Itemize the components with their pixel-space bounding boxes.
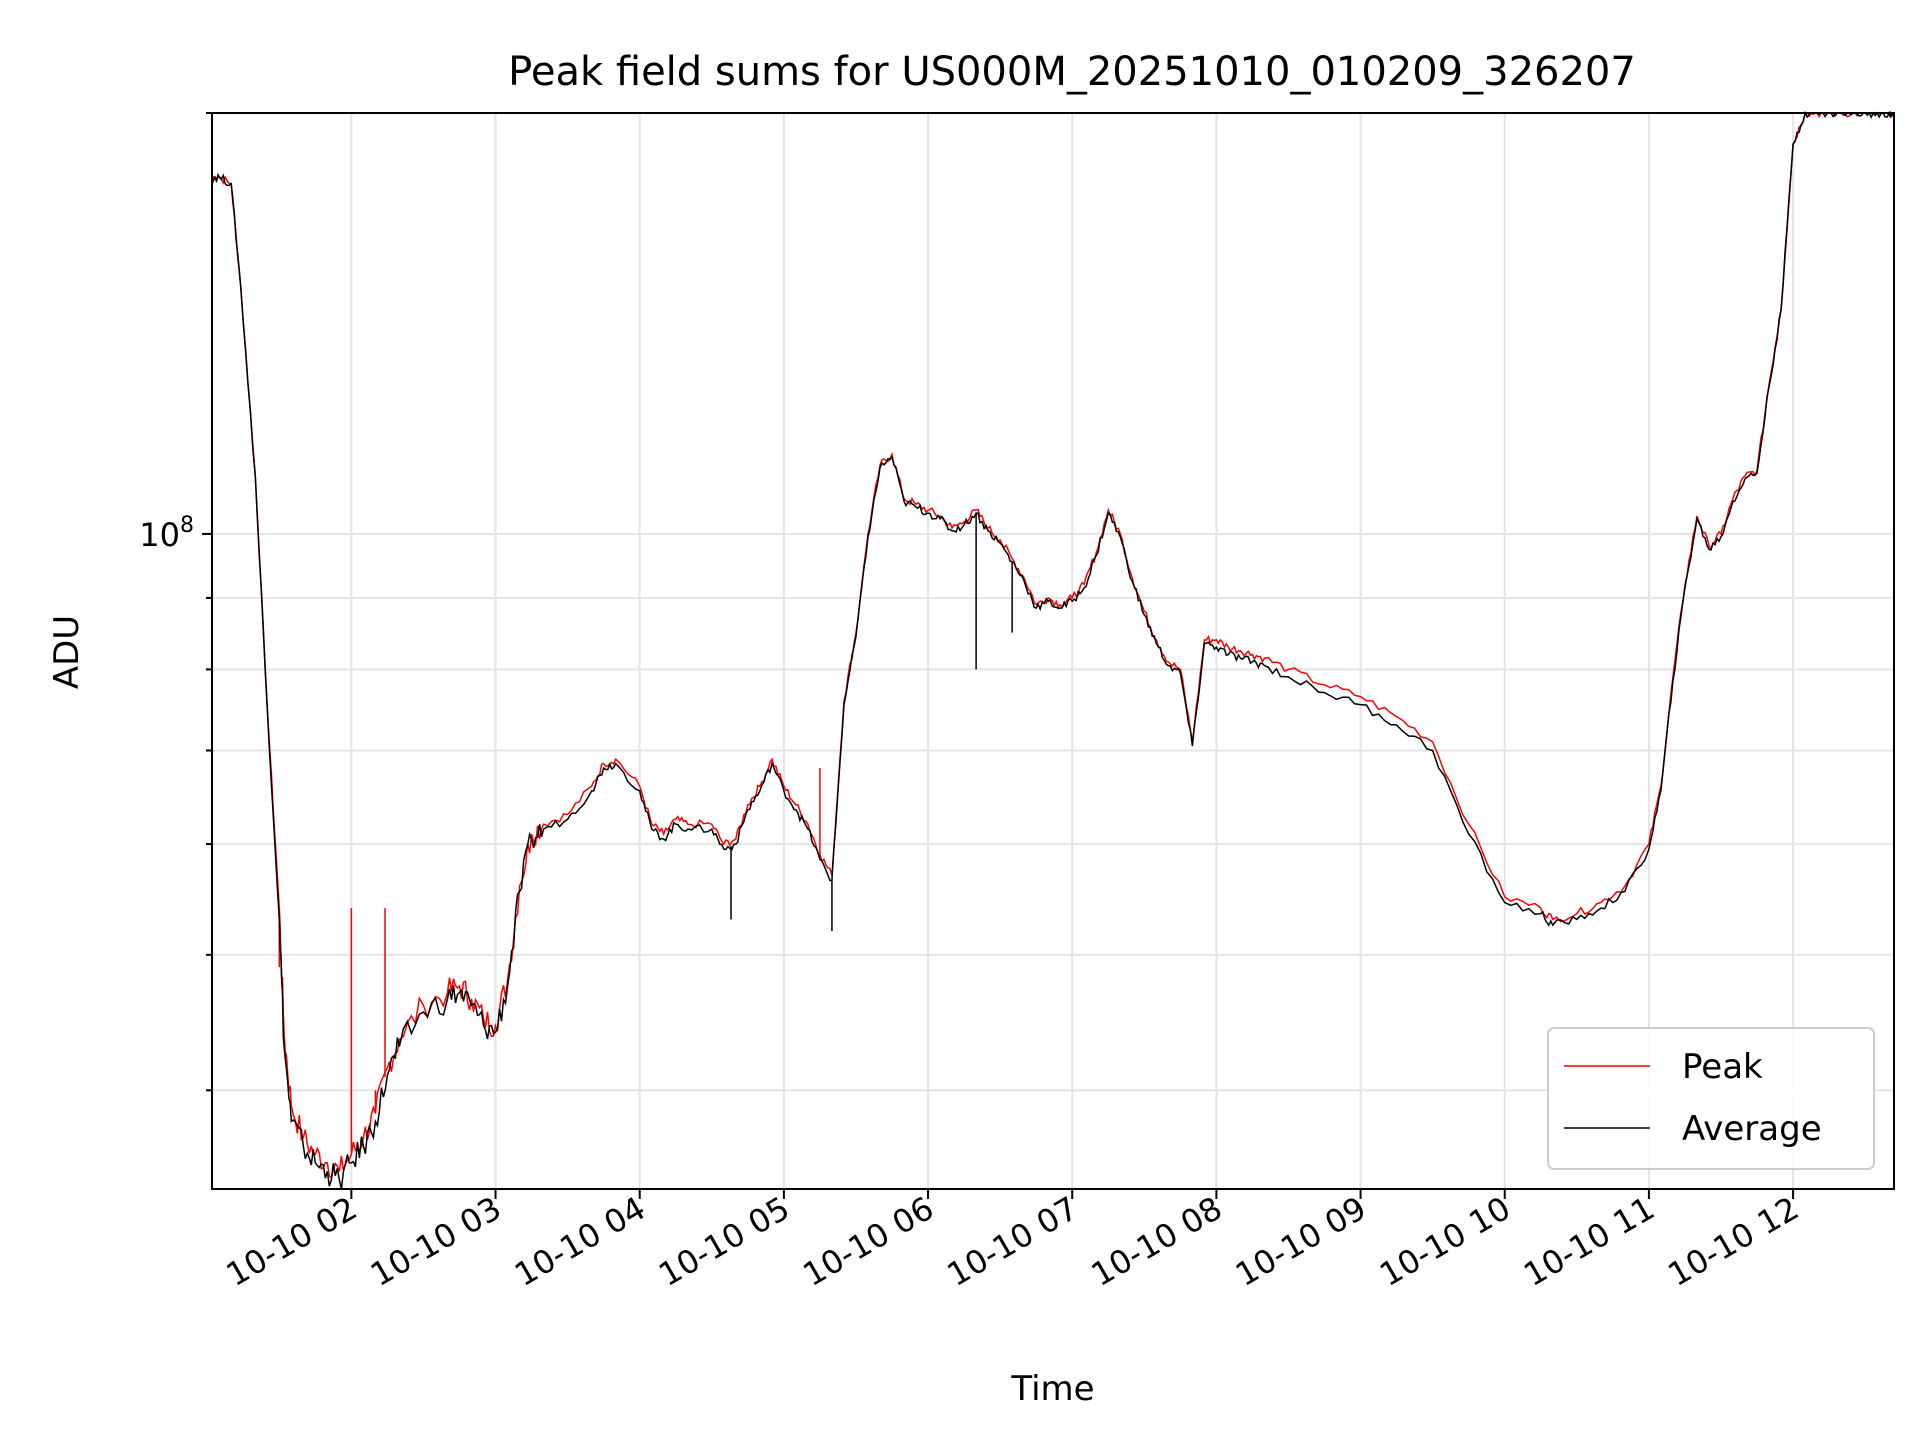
series-line [211, 110, 1894, 1190]
plot-frame [211, 112, 1895, 1190]
x-tick-label: 10-10 07 [941, 1189, 1085, 1294]
y-axis-label: ADU [47, 615, 87, 689]
x-axis: 10-10 02 10-10 03 10-10 04 10-10 05 10-10 06… [220, 1189, 1805, 1294]
x-tick-label: 10-10 10 [1373, 1189, 1517, 1294]
x-tick-label: 10-10 05 [652, 1189, 796, 1294]
grid [212, 112, 1894, 1189]
series-peak [211, 111, 1894, 1181]
x-axis-label: Time [1010, 1369, 1094, 1409]
x-tick-label: 10-10 02 [220, 1189, 364, 1294]
x-tick-label: 10-10 03 [364, 1189, 508, 1294]
x-tick-label: 10-10 04 [508, 1189, 652, 1294]
x-tick-label: 10-10 06 [796, 1189, 940, 1294]
legend-box [1547, 1027, 1875, 1170]
x-tick-label: 10-10 12 [1661, 1189, 1805, 1294]
chart-title: Peak field sums for US000M_20251010_0102… [508, 49, 1636, 95]
x-tick-label: 10-10 09 [1229, 1189, 1373, 1294]
plot-area [211, 110, 1894, 1190]
series-average [211, 110, 1894, 1190]
x-tick-label: 10-10 08 [1085, 1189, 1229, 1294]
y-tick-label: 108 [139, 513, 194, 554]
legend-average-label: Average [1682, 1109, 1822, 1149]
legend-peak-label: Peak [1682, 1047, 1763, 1087]
x-tick-label: 10-10 11 [1517, 1189, 1661, 1294]
legend: Peak Average [1547, 1027, 1875, 1170]
series-line [211, 111, 1894, 1181]
y-axis: 108 [139, 112, 212, 1092]
